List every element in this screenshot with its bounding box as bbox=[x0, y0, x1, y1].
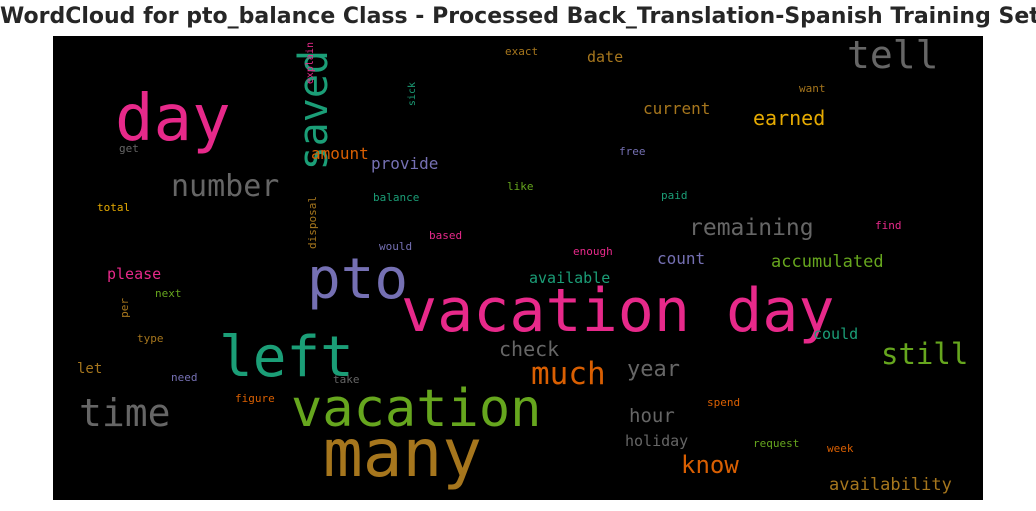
word-want: want bbox=[799, 82, 826, 95]
word-balance: balance bbox=[373, 191, 419, 204]
word-much: much bbox=[531, 356, 606, 392]
word-remaining: remaining bbox=[689, 215, 814, 241]
word-could: could bbox=[813, 325, 858, 343]
word-layer: vacation day many day left pto vacation saved t… bbox=[77, 36, 968, 495]
word-explain: explain bbox=[305, 42, 316, 84]
word-exact: exact bbox=[505, 45, 538, 58]
word-available: available bbox=[529, 269, 610, 287]
word-accumulated: accumulated bbox=[771, 252, 884, 272]
word-would: would bbox=[379, 240, 412, 253]
word-know: know bbox=[681, 451, 739, 479]
word-provide: provide bbox=[371, 154, 438, 173]
word-free: free bbox=[619, 145, 646, 158]
word-take: take bbox=[333, 373, 360, 386]
word-spend: spend bbox=[707, 396, 740, 409]
word-disposal: disposal bbox=[306, 196, 319, 249]
word-sick: sick bbox=[407, 82, 418, 106]
word-amount: amount bbox=[311, 144, 369, 163]
word-count: count bbox=[657, 249, 705, 268]
word-hour: hour bbox=[629, 405, 675, 427]
word-enough: enough bbox=[573, 245, 613, 258]
word-pto: pto bbox=[307, 247, 408, 312]
word-holiday: holiday bbox=[625, 432, 688, 450]
word-per: per bbox=[118, 298, 131, 318]
word-type: type bbox=[137, 332, 164, 345]
word-number: number bbox=[171, 169, 279, 204]
word-please: please bbox=[107, 265, 161, 283]
word-next: next bbox=[155, 287, 182, 300]
word-tell: tell bbox=[847, 36, 939, 77]
word-date: date bbox=[587, 48, 623, 66]
word-figure: figure bbox=[235, 392, 275, 405]
word-day: day bbox=[115, 82, 231, 156]
wordcloud-canvas: vacation day many day left pto vacation saved t… bbox=[53, 36, 983, 500]
word-need: need bbox=[171, 371, 198, 384]
word-check: check bbox=[499, 337, 559, 361]
word-vacation-day: vacation day bbox=[401, 276, 834, 346]
word-current: current bbox=[643, 99, 710, 118]
word-saved: saved bbox=[291, 50, 337, 170]
chart-title: WordCloud for pto_balance Class - Proces… bbox=[0, 4, 1036, 29]
word-earned: earned bbox=[753, 106, 825, 130]
word-time: time bbox=[79, 391, 171, 435]
word-week: week bbox=[827, 442, 854, 455]
wordcloud-background bbox=[53, 36, 983, 500]
word-vacation: vacation bbox=[291, 379, 541, 439]
word-left: left bbox=[219, 325, 354, 390]
word-still: still bbox=[881, 337, 968, 371]
word-paid: paid bbox=[661, 189, 688, 202]
word-get: get bbox=[119, 142, 139, 155]
word-like: like bbox=[507, 180, 534, 193]
word-let: let bbox=[77, 361, 102, 377]
word-request: request bbox=[753, 437, 799, 450]
word-total: total bbox=[97, 201, 130, 214]
word-based: based bbox=[429, 229, 462, 242]
word-find: find bbox=[875, 219, 902, 232]
word-availability: availability bbox=[829, 475, 952, 495]
word-many: many bbox=[323, 415, 482, 492]
word-year: year bbox=[627, 357, 680, 382]
